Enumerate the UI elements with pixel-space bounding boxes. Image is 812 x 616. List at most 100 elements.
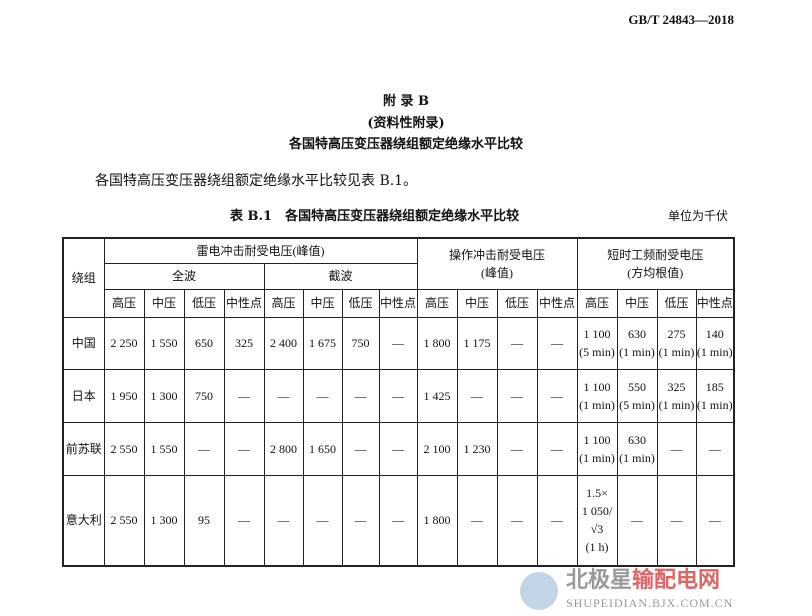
- subheader-cell: 中压: [302, 288, 343, 318]
- watermark: 北极星输配电网 SHUPEIDIAN.BJX.COM.CN: [520, 568, 810, 614]
- table-cell: 1 175: [456, 316, 498, 370]
- appendix-title: 附 录 B: [382, 94, 430, 109]
- subheader-cell: 低压: [656, 288, 697, 318]
- row-country: 意大利: [62, 474, 105, 567]
- table-cell: —: [263, 474, 304, 567]
- table-cell: —: [302, 474, 343, 567]
- appendix-subtitle: 各国特高压变压器绕组额定绝缘水平比较: [288, 137, 523, 152]
- table-cell: 185 (1 min): [695, 368, 735, 423]
- table-cell: 1 650: [302, 421, 343, 476]
- watermark-en: SHUPEIDIAN.BJX.COM.CN: [566, 596, 734, 610]
- table-row: 前苏联 2 550 1 550— —2 800 1 650— —2 100 1 230— —1…: [62, 421, 735, 476]
- table-cell: —: [341, 474, 380, 567]
- table-cell: 1 300: [143, 474, 185, 567]
- subheader-cell: 中性点: [223, 288, 265, 318]
- table-cell: 140 (1 min): [695, 316, 735, 370]
- table-cell: —: [223, 474, 265, 567]
- header-full-wave: 全波: [103, 262, 265, 290]
- table-cell: 1 800: [416, 474, 458, 567]
- table-cell: 750: [183, 368, 225, 423]
- table-cell: —: [536, 368, 578, 423]
- table-cell: —: [302, 368, 343, 423]
- table-cell: 2 550: [103, 474, 145, 567]
- subheader-cell: 低压: [183, 288, 225, 318]
- table-cell: 1 550: [143, 421, 185, 476]
- table-cell: —: [536, 316, 578, 370]
- table-cell: 1 425: [416, 368, 458, 423]
- subheader-cell: 高压: [576, 288, 618, 318]
- table-cell: —: [341, 421, 380, 476]
- row-country: 前苏联: [62, 421, 105, 476]
- table-cell: 2 250: [103, 316, 145, 370]
- watermark-cn-gray: 北极星: [566, 568, 633, 593]
- table-row: 中国 2 250 1 550 650 325 2 400 1 675 750—1 800 1 1…: [62, 316, 735, 370]
- row-country: 日本: [62, 368, 105, 423]
- table-cell: —: [378, 474, 418, 567]
- subheader-cell: 中压: [143, 288, 185, 318]
- table-cell: —: [223, 421, 265, 476]
- table-unit: 单位为千伏: [668, 209, 729, 223]
- subheader-cell: 低压: [341, 288, 380, 318]
- watermark-logo-icon: [520, 572, 558, 610]
- subheader-cell: 中性点: [536, 288, 578, 318]
- table-cell: —: [496, 421, 538, 476]
- header-ac: 短时工频耐受电压 (方均根值): [576, 237, 735, 290]
- table-cell: —: [616, 474, 658, 567]
- table-cell: 1 800: [416, 316, 458, 370]
- intro-text: 各国特高压变压器绕组额定绝缘水平比较见表 B.1。: [95, 173, 418, 189]
- table-cell: —: [656, 421, 697, 476]
- table-cell: 650: [183, 316, 225, 370]
- standard-number: GB/T 24843—2018: [628, 12, 734, 27]
- table-cell: —: [378, 421, 418, 476]
- table-cell: —: [341, 368, 380, 423]
- subheader-cell: 高压: [103, 288, 145, 318]
- table-cell: —: [656, 474, 697, 567]
- header-winding: 绕组: [62, 237, 105, 318]
- table-cell: —: [695, 421, 735, 476]
- table-cell: 2 550: [103, 421, 145, 476]
- table-cell: 1 300: [143, 368, 185, 423]
- table-cell: —: [263, 368, 304, 423]
- table-cell: 2 400: [263, 316, 304, 370]
- table-cell: —: [456, 474, 498, 567]
- subheader-cell: 高压: [416, 288, 458, 318]
- watermark-cn-red: 输配电网: [632, 568, 721, 593]
- appendix-nature: (资料性附录): [367, 116, 445, 131]
- table-cell: —: [695, 474, 735, 567]
- table-caption: 表 B.1 各国特高压变压器绕组额定绝缘水平比较: [230, 209, 520, 224]
- subheader-cell: 中性点: [695, 288, 735, 318]
- table-cell: 275 (1 min): [656, 316, 697, 370]
- table-cell: 325: [223, 316, 265, 370]
- table-cell: —: [496, 316, 538, 370]
- table-cell: 550 (5 min): [616, 368, 658, 423]
- subheader-cell: 高压: [263, 288, 304, 318]
- table-cell: 325 (1 min): [656, 368, 697, 423]
- subheader-cell: 中性点: [378, 288, 418, 318]
- table-cell: 750: [341, 316, 380, 370]
- table-cell: 2 800: [263, 421, 304, 476]
- table-cell: 1.5× 1 050/ √3 (1 h): [576, 474, 618, 567]
- header-chopped-wave: 截波: [263, 262, 418, 290]
- insulation-level-table: 绕组 雷电冲击耐受电压(峰值) 操作冲击耐受电压 (峰值) 短时工频耐受电压 (…: [62, 237, 735, 567]
- table-cell: 1 230: [456, 421, 498, 476]
- table-cell: 2 100: [416, 421, 458, 476]
- table-cell: —: [536, 474, 578, 567]
- table-cell: 630 (1 min): [616, 316, 658, 370]
- table-cell: 1 675: [302, 316, 343, 370]
- table-row: 日本 1 950 1 300 750— — — — —1 425— — —1 100 (1 min…: [62, 368, 735, 423]
- header-lightning: 雷电冲击耐受电压(峰值): [103, 237, 418, 264]
- table-cell: —: [496, 474, 538, 567]
- table-cell: 1 100 (1 min): [576, 368, 618, 423]
- subheader-cell: 低压: [496, 288, 538, 318]
- table-cell: 1 100 (5 min): [576, 316, 618, 370]
- table-cell: —: [378, 368, 418, 423]
- header-switching: 操作冲击耐受电压 (峰值): [416, 237, 578, 290]
- table-cell: 1 550: [143, 316, 185, 370]
- subheader-cell: 中压: [616, 288, 658, 318]
- table-cell: 1 950: [103, 368, 145, 423]
- table-cell: 1 100 (1 min): [576, 421, 618, 476]
- table-cell: —: [183, 421, 225, 476]
- table-cell: —: [536, 421, 578, 476]
- table-cell: —: [378, 316, 418, 370]
- table-cell: —: [223, 368, 265, 423]
